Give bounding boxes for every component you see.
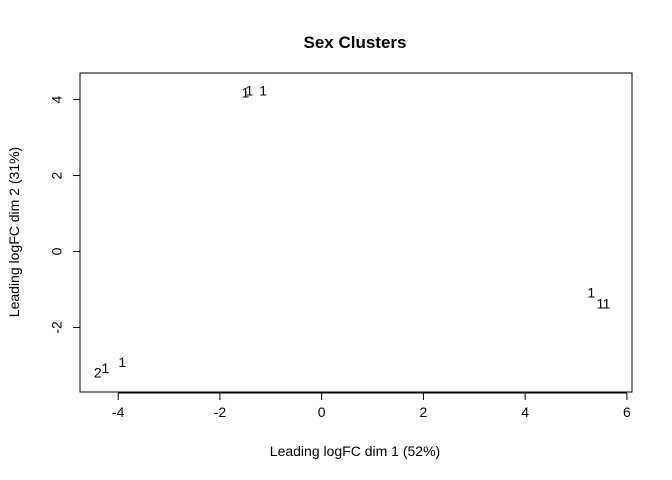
y-tick-label: 2 <box>49 171 65 179</box>
y-axis: -2 0 2 4 <box>49 95 81 334</box>
x-tick-label: 0 <box>318 404 326 420</box>
x-tick-label: 4 <box>521 404 529 420</box>
point-label: 1 <box>603 295 611 311</box>
x-tick-label: -2 <box>214 404 227 420</box>
x-axis-label: Leading logFC dim 1 (52%) <box>270 443 440 459</box>
y-tick-label: -2 <box>49 321 65 334</box>
x-tick-label: 2 <box>420 404 428 420</box>
y-tick-label: 4 <box>49 95 65 103</box>
x-tick-label: 6 <box>623 404 631 420</box>
point-label: 1 <box>259 83 267 99</box>
point-label: 1 <box>118 354 126 370</box>
x-axis: -4 -2 0 2 4 6 <box>112 392 631 420</box>
x-tick-label: -4 <box>112 404 125 420</box>
point-label: 1 <box>241 85 249 101</box>
y-tick-label: 0 <box>49 247 65 255</box>
chart-title: Sex Clusters <box>304 33 407 52</box>
point-label: 1 <box>587 285 595 301</box>
y-axis-label: Leading logFC dim 2 (31%) <box>6 147 22 317</box>
point-label: 2 <box>94 364 102 380</box>
plot-frame <box>79 72 633 393</box>
point-label: 1 <box>102 360 110 376</box>
point-label: 1 <box>246 83 254 99</box>
point-label: 1 <box>597 295 605 311</box>
